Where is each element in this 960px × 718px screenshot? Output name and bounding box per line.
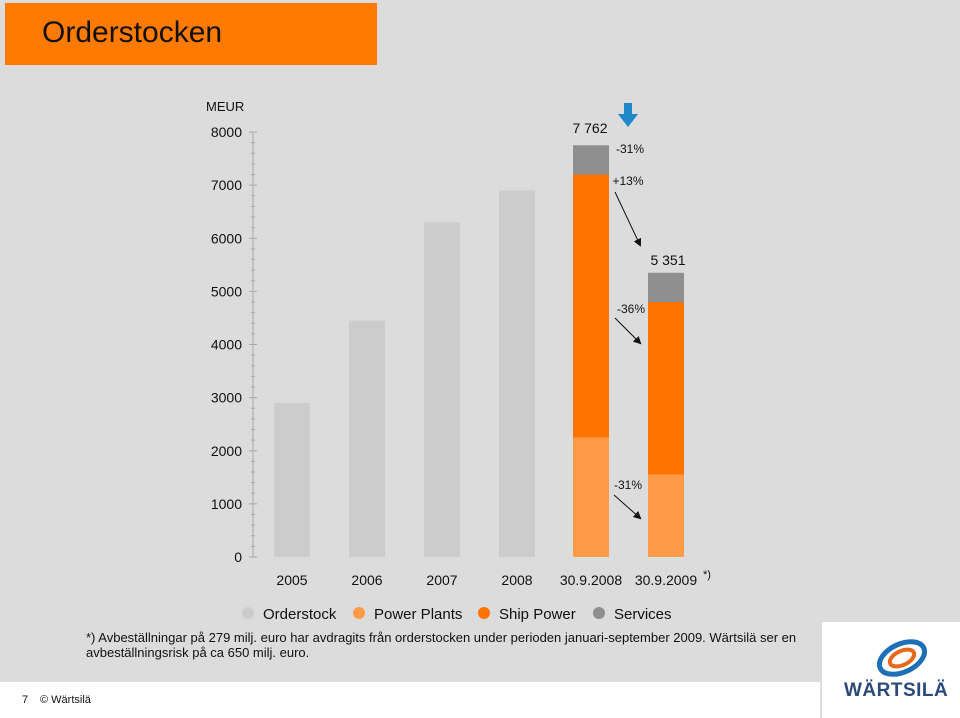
y-tick-label: 5000 [211,283,242,299]
legend-label-orderstock: Orderstock [263,606,337,623]
x-tick-footnote-mark: *) [703,569,711,581]
annotation-arrow [613,494,642,520]
page-number: 7 [22,694,29,706]
legend-label-power-plants: Power Plants [374,606,462,623]
legend-marker-services [593,607,605,619]
logo-box [822,622,960,718]
legend-marker-ship-power [478,607,490,619]
bar-total-label: 5 351 [650,252,685,268]
legend-label-services: Services [614,606,672,623]
x-tick-label: 2006 [351,572,382,588]
y-tick-label: 2000 [211,443,242,459]
wartsila-logo-icon [876,639,928,677]
y-tick-label: 1000 [211,496,242,512]
bar-orderstock [424,222,460,557]
y-tick-label: 8000 [211,124,242,140]
bar-orderstock [274,402,310,557]
legend-marker-orderstock [242,607,254,619]
annotation-arrow [614,191,642,247]
bar-power-plants [648,474,684,557]
down-arrow-icon [618,103,638,127]
bar-services [573,145,609,175]
y-tick-label: 7000 [211,177,242,193]
y-tick-label: 4000 [211,337,242,353]
x-tick-label: 2007 [426,572,457,588]
change-annotation: -31% [614,478,642,492]
change-annotation: +13% [612,174,643,188]
bar-orderstock [499,190,535,557]
change-annotation: -36% [617,302,645,316]
legend-marker-power-plants [353,607,365,619]
y-tick-label: 0 [234,549,242,565]
x-tick-label: 30.9.2009 [635,572,697,588]
y-tick-label: 6000 [211,230,242,246]
bar-ship-power [648,302,684,475]
slide-title: Orderstocken [42,16,223,49]
orderstock-chart: MEUR 8000 7000 6000 5000 4000 3000 2000 1000 0 200… [206,99,711,623]
footnote: *) Avbeställningar på 279 milj. euro har… [86,630,797,660]
bar-services [648,272,684,302]
legend-label-ship-power: Ship Power [499,606,576,623]
x-tick-label: 2008 [501,572,532,588]
bar-orderstock [349,320,385,557]
y-tick-label: 3000 [211,390,242,406]
bar-total-label: 7 762 [572,120,607,136]
change-annotation: -31% [616,142,644,156]
bar-power-plants [573,437,609,557]
bar-ship-power [573,174,609,438]
logo-wordmark: WÄRTSILÄ [844,680,949,701]
y-unit-label: MEUR [206,99,244,114]
copyright-text: © Wärtsilä [40,694,91,706]
title-banner [5,3,377,65]
x-tick-label: 30.9.2008 [560,572,622,588]
annotation-arrow [614,317,642,345]
footer-bar [0,682,820,718]
x-tick-label: 2005 [276,572,307,588]
plot-background [5,66,955,680]
